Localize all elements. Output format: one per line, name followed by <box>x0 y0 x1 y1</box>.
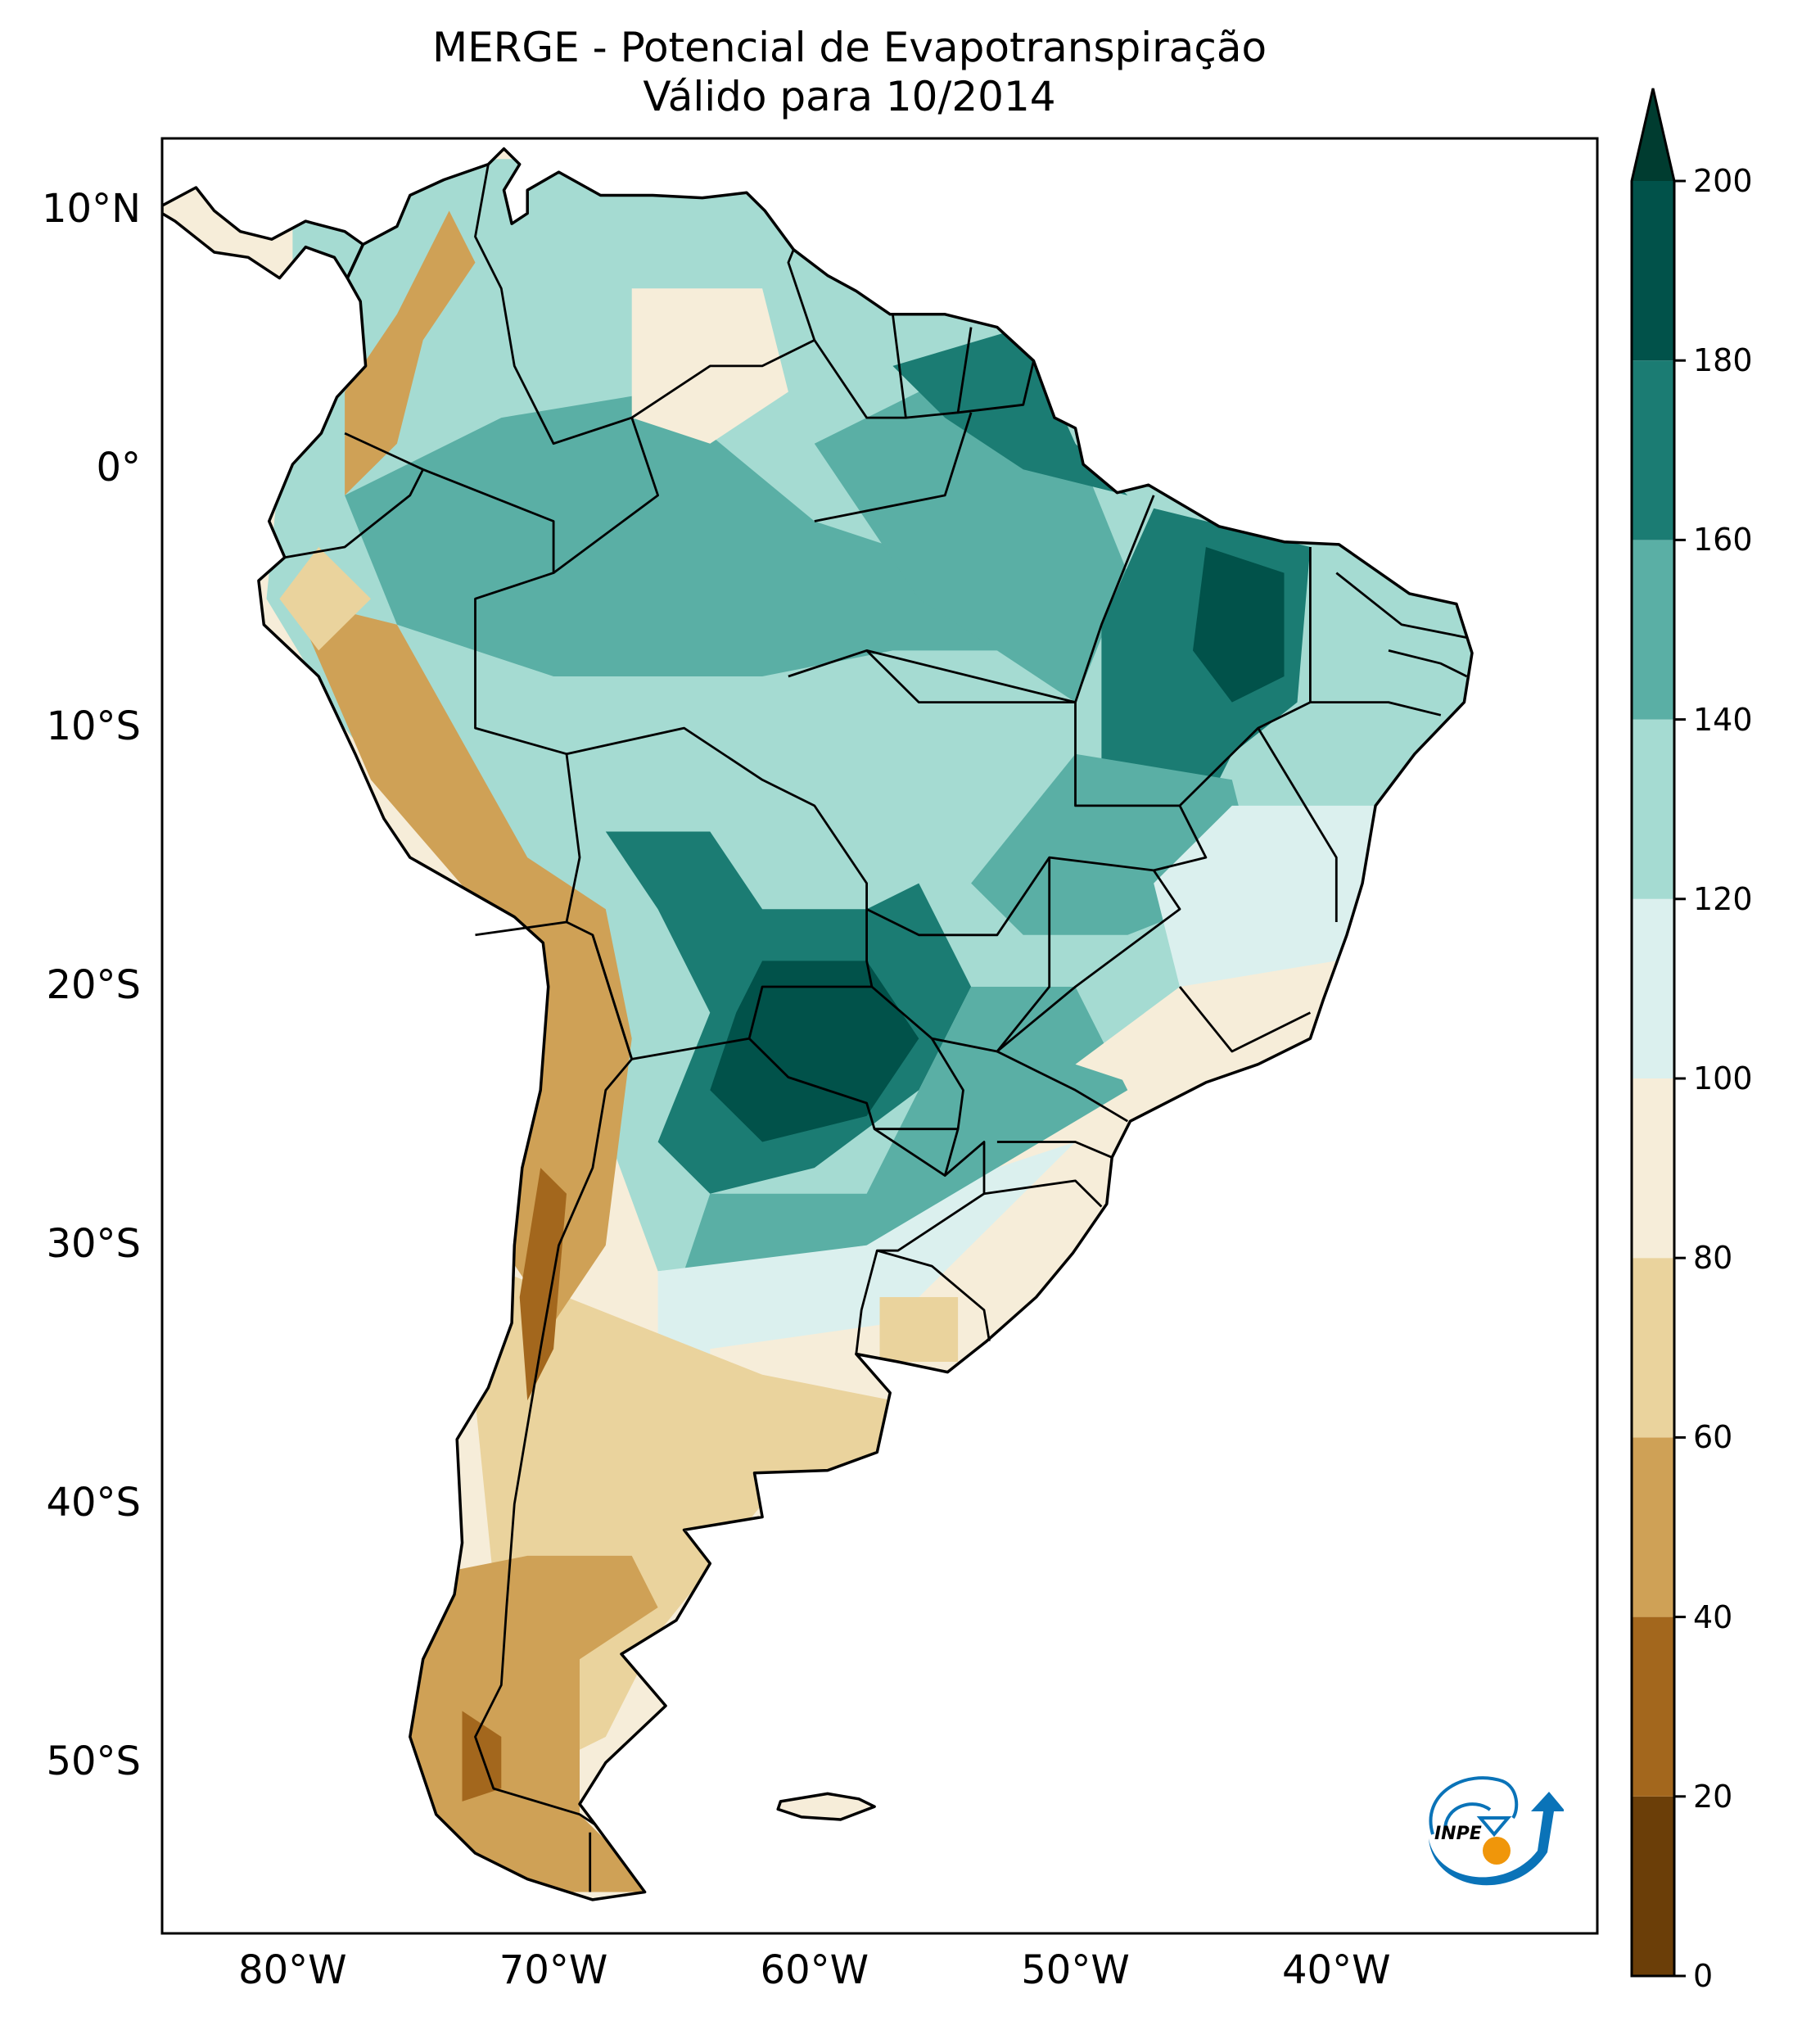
colorbar-tick-label: 0 <box>1693 1958 1714 1994</box>
field-region <box>879 1297 959 1362</box>
border-line <box>855 1141 986 1354</box>
colorbar-segment <box>1632 540 1674 720</box>
lat-tick-label: 30°S <box>46 1220 141 1267</box>
border-line <box>876 1249 991 1341</box>
border-line <box>996 870 1181 1123</box>
border-line <box>1310 701 1442 717</box>
border-line <box>1257 727 1338 922</box>
border-line <box>866 495 1155 703</box>
colorbar-segment <box>1632 1437 1674 1617</box>
evapotranspiration-field <box>162 148 1472 1900</box>
border-line <box>630 249 816 419</box>
border-line <box>284 468 424 559</box>
colorbar-tick-label: 20 <box>1693 1778 1733 1815</box>
lat-tick-label: 10°N <box>42 186 141 233</box>
border-line <box>814 412 973 522</box>
lat-tick-label: 50°S <box>46 1738 141 1784</box>
colorbar-tick-label: 120 <box>1693 880 1753 917</box>
inpe-logo-icon: INPE <box>1416 1761 1565 1892</box>
colorbar-tick-label: 100 <box>1693 1060 1753 1096</box>
colorbar-segment <box>1632 1078 1674 1259</box>
border-line <box>788 649 1076 703</box>
chart-subtitle: Válido para 10/2014 <box>643 73 1056 120</box>
colorbar-outline <box>1630 88 1676 1978</box>
field-region <box>292 599 632 1323</box>
colorbar-extend-arrow <box>1632 88 1674 181</box>
lat-tick-label: 40°S <box>46 1479 141 1526</box>
lat-tick-label: 0° <box>96 445 141 491</box>
colorbar-tick-label: 140 <box>1693 701 1753 738</box>
field-region <box>396 1555 658 1892</box>
field-region <box>519 1168 567 1401</box>
field-region <box>657 1142 1076 1375</box>
lat-tick-label: 10°S <box>46 703 141 750</box>
field-region <box>345 391 1023 676</box>
colorbar-segment <box>1632 1796 1674 1976</box>
colorbar-tick-label: 160 <box>1693 522 1753 558</box>
border-line <box>474 164 659 574</box>
colorbar-segment <box>1632 898 1674 1078</box>
colorbar-segment <box>1632 360 1674 540</box>
coastline <box>257 147 1474 1901</box>
map-area <box>162 147 1474 1901</box>
lon-tick-label: 60°W <box>760 1947 869 1993</box>
field-region <box>1154 805 1389 1013</box>
colorbar-segment <box>1632 1616 1674 1797</box>
border-line <box>474 934 634 1826</box>
colorbar-segment <box>1632 181 1674 361</box>
lon-tick-label: 70°W <box>499 1947 608 1993</box>
border-line <box>1388 649 1468 678</box>
field-region <box>710 961 919 1142</box>
colorbar-segment <box>1632 1258 1674 1438</box>
logo-text: INPE <box>1434 1824 1482 1844</box>
border-line <box>344 432 581 937</box>
field-region <box>892 327 1128 495</box>
lon-tick-label: 50°W <box>1021 1947 1130 1993</box>
field-region <box>1075 961 1337 1091</box>
border-line <box>1178 986 1312 1053</box>
coastline <box>162 186 365 280</box>
colorbar <box>1630 88 1686 1978</box>
country-borders <box>162 147 1474 1901</box>
border-line <box>983 1179 1103 1208</box>
coastline <box>776 1792 876 1821</box>
field-region <box>345 210 476 495</box>
lon-tick-label: 80°W <box>238 1947 347 1993</box>
colorbar-tick-label: 40 <box>1693 1598 1733 1635</box>
field-region <box>279 547 371 651</box>
border-line <box>1074 547 1312 807</box>
colorbar-tick-label: 60 <box>1693 1419 1733 1456</box>
colorbar-tick-label: 180 <box>1693 342 1753 379</box>
border-line <box>1335 572 1467 639</box>
chart-title: MERGE - Potencial de Evapotranspiração <box>431 24 1267 71</box>
border-line <box>931 857 1051 1053</box>
colorbar-tick-label: 200 <box>1693 163 1753 199</box>
lon-tick-label: 40°W <box>1281 1947 1391 1993</box>
colorbar-segment <box>1632 719 1674 899</box>
border-line <box>813 314 907 419</box>
lat-tick-label: 20°S <box>46 961 141 1008</box>
colorbar-tick-label: 80 <box>1693 1240 1733 1277</box>
field-region <box>1193 547 1285 703</box>
border-line <box>957 360 1035 414</box>
map-frame <box>160 137 1599 1935</box>
border-line <box>996 1141 1113 1159</box>
